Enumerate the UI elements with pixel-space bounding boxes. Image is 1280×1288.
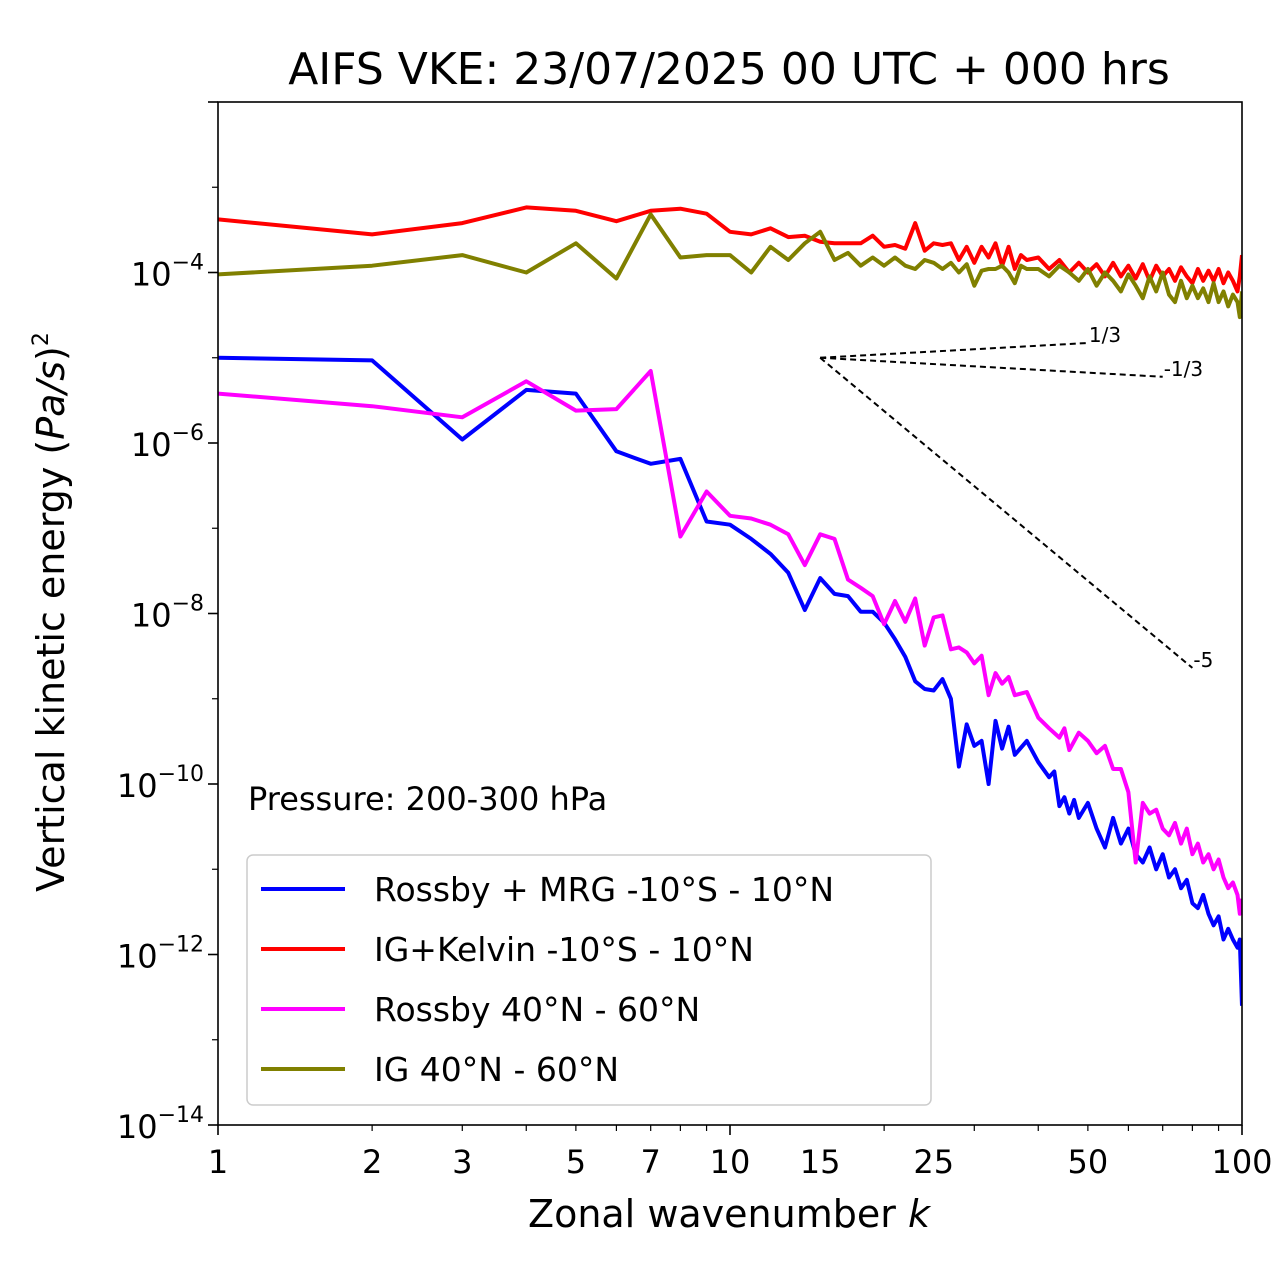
y-axis-label-text: Vertical kinetic energy ( bbox=[29, 440, 73, 892]
series-line-1 bbox=[218, 355, 1242, 1006]
x-tick-label: 1 bbox=[208, 1143, 228, 1181]
x-axis-label: Zonal wavenumber k bbox=[528, 1192, 932, 1236]
legend-label-1: Rossby + MRG -10°S - 10°N bbox=[374, 870, 834, 909]
x-axis-ticks: 1 2 3 5 7 10 15 25 50 100 bbox=[208, 1125, 1273, 1181]
series-group bbox=[218, 205, 1242, 1006]
y-tick-label: 10−12 bbox=[117, 933, 204, 976]
slope-line-1 bbox=[820, 341, 1088, 359]
y-tick-label: 10−4 bbox=[131, 251, 204, 294]
x-axis-label-text: Zonal wavenumber bbox=[528, 1192, 908, 1236]
y-tick-label: 10−8 bbox=[131, 592, 204, 635]
chart-title: AIFS VKE: 23/07/2025 00 UTC + 000 hrs bbox=[288, 44, 1170, 95]
y-tick-label: 10−10 bbox=[117, 762, 204, 805]
x-tick-label: 3 bbox=[452, 1143, 472, 1181]
series-line-4 bbox=[218, 212, 1242, 320]
y-axis-label: Vertical kinetic energy (Pa/s)2 bbox=[29, 332, 73, 892]
x-tick-label: 50 bbox=[1068, 1143, 1109, 1181]
y-axis-ticks: 10−4 10−6 10−8 10−10 10−12 10−14 bbox=[117, 101, 218, 1146]
series-line-3 bbox=[218, 369, 1242, 916]
plot-area: 1/3 -1/3 -5 bbox=[217, 101, 1243, 1126]
legend: Rossby + MRG -10°S - 10°N IG+Kelvin -10°S… bbox=[246, 854, 932, 1106]
y-axis-label-exponent: 2 bbox=[29, 332, 54, 346]
y-axis-label-var: Pa/s bbox=[29, 361, 73, 440]
legend-box bbox=[246, 854, 932, 1106]
reference-slopes: 1/3 -1/3 -5 bbox=[819, 323, 1213, 672]
x-tick-label: 10 bbox=[710, 1143, 751, 1181]
slope-line-3 bbox=[819, 356, 1194, 669]
series-line-2 bbox=[218, 205, 1242, 294]
x-axis-label-var: k bbox=[908, 1192, 932, 1236]
x-tick-label: 5 bbox=[566, 1143, 586, 1181]
y-axis-label-close: ) bbox=[29, 346, 73, 361]
x-tick-label: 100 bbox=[1211, 1143, 1272, 1181]
slope-line-2 bbox=[820, 356, 1163, 378]
pressure-annotation: Pressure: 200-300 hPa bbox=[248, 780, 607, 818]
y-tick-label: 10−14 bbox=[117, 1103, 204, 1146]
slope-label-1: 1/3 bbox=[1089, 323, 1121, 347]
x-tick-label: 7 bbox=[641, 1143, 661, 1181]
legend-label-4: IG 40°N - 60°N bbox=[374, 1050, 619, 1089]
slope-label-3: -5 bbox=[1193, 648, 1213, 672]
x-tick-label: 2 bbox=[362, 1143, 382, 1181]
x-tick-label: 15 bbox=[800, 1143, 841, 1181]
legend-label-3: Rossby 40°N - 60°N bbox=[374, 990, 700, 1029]
legend-label-2: IG+Kelvin -10°S - 10°N bbox=[374, 930, 754, 969]
slope-label-2: -1/3 bbox=[1164, 357, 1203, 381]
y-tick-label: 10−6 bbox=[131, 421, 204, 464]
x-tick-label: 25 bbox=[913, 1143, 954, 1181]
